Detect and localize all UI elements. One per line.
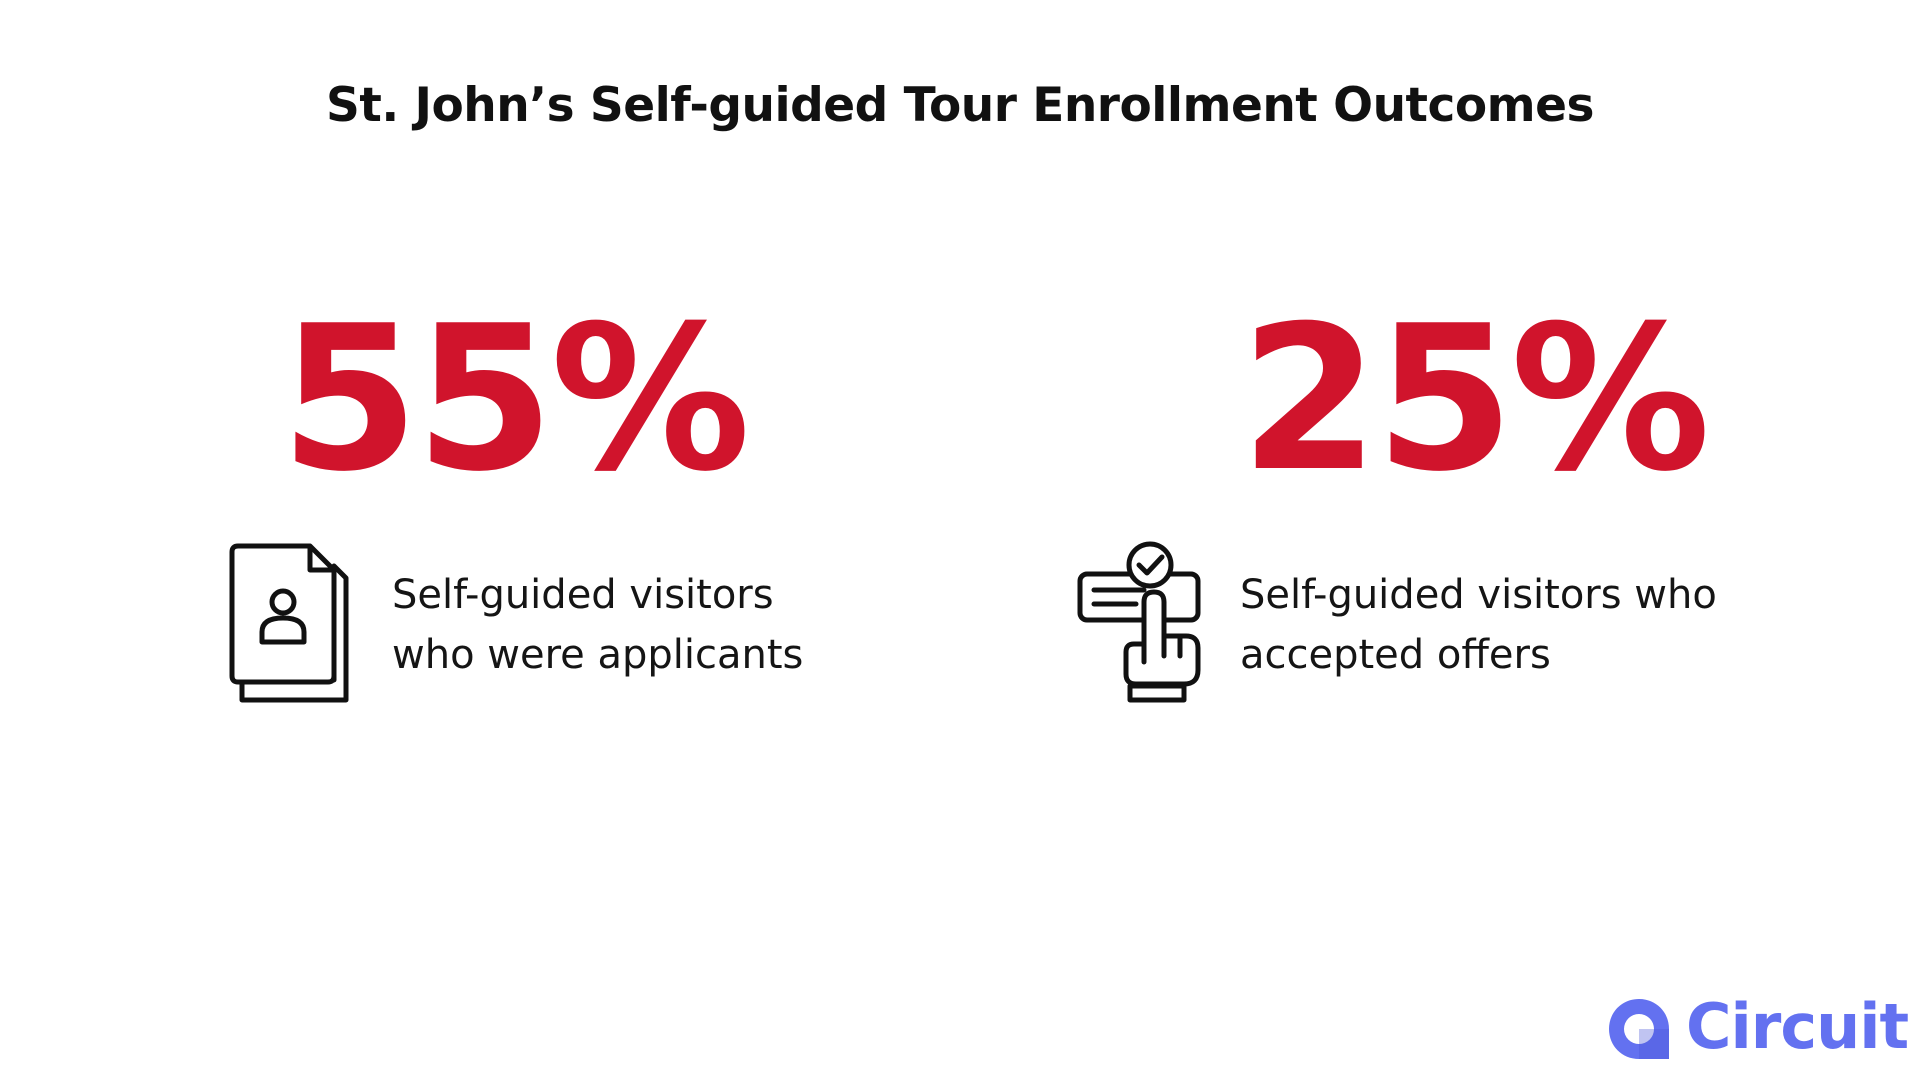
applicants-description-line-1: Self-guided visitors (392, 572, 774, 618)
accepted-offers-description-line-2: accepted offers (1240, 632, 1551, 678)
page-title: St. John’s Self-guided Tour Enrollment O… (326, 78, 1595, 133)
accepted-offers-description-line-1: Self-guided visitors who (1240, 572, 1717, 618)
applicant-document-icon (224, 540, 356, 705)
accepted-offers-percentage: 25% (1240, 283, 1711, 516)
circuit-logo: Circuit (1606, 990, 1909, 1068)
brand-name: Circuit (1686, 990, 1909, 1063)
applicants-percentage: 55% (280, 283, 751, 516)
accepted-offers-description: Self-guided visitors who accepted offers (1240, 565, 1800, 685)
offer-accepted-hand-icon (1074, 540, 1206, 705)
applicants-description-line-2: who were applicants (392, 632, 804, 678)
applicants-description: Self-guided visitors who were applicants (392, 565, 862, 685)
circuit-logo-icon (1609, 999, 1669, 1059)
